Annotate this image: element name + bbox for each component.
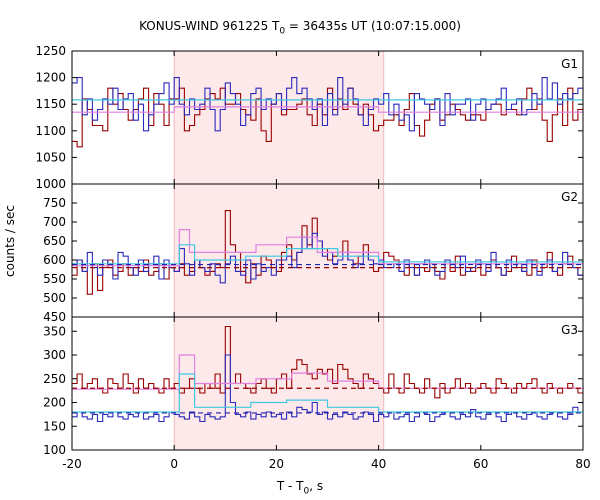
x-tick-label: 80	[575, 457, 590, 471]
g3-cyan-fit	[72, 373, 583, 413]
y-tick-label: 450	[43, 310, 66, 324]
y-tick-label: 1200	[35, 71, 66, 85]
series-layer	[72, 77, 583, 423]
x-tick-label: 0	[170, 457, 178, 471]
axes-frame	[71, 50, 584, 451]
y-tick-label: 750	[43, 196, 66, 210]
y-tick-label: 1150	[35, 97, 66, 111]
y-tick-label: 300	[43, 348, 66, 362]
panel-label: G3	[561, 323, 578, 337]
g1-pink-fit	[72, 106, 583, 113]
y-tick-label: 1050	[35, 150, 66, 164]
x-tick-label: 20	[269, 457, 284, 471]
x-tick-label: -20	[62, 457, 82, 471]
g3-blue-histogram	[72, 354, 583, 423]
x-tick-label: 40	[371, 457, 386, 471]
y-tick-label: 350	[43, 324, 66, 338]
panel-g2	[72, 210, 583, 295]
burst-interval-shading	[173, 51, 385, 450]
y-tick-label: 150	[43, 419, 66, 433]
y-tick-label: 1250	[35, 44, 66, 58]
y-tick-label: 200	[43, 396, 66, 410]
y-tick-label: 550	[43, 272, 66, 286]
y-tick-label: 100	[43, 443, 66, 457]
x-tick-label: 60	[473, 457, 488, 471]
panel-g1	[72, 77, 583, 148]
g1-blue-histogram	[72, 77, 583, 132]
g2-cyan-fit	[72, 244, 583, 265]
highlight-interval	[174, 51, 384, 450]
y-tick-label: 650	[43, 234, 66, 248]
y-tick-label: 1000	[35, 177, 66, 191]
y-tick-label: 1100	[35, 124, 66, 138]
tick-labels: 100010501100115012001250G145050055060065…	[35, 44, 590, 471]
y-axis-label: counts / sec	[3, 204, 17, 277]
panel-label: G1	[561, 57, 578, 71]
y-tick-label: 500	[43, 291, 66, 305]
panel-label: G2	[561, 190, 578, 204]
y-tick-label: 700	[43, 215, 66, 229]
y-tick-label: 250	[43, 372, 66, 386]
y-tick-label: 600	[43, 253, 66, 267]
panel-g3	[72, 325, 583, 423]
x-axis-label: T - T0, s	[276, 479, 324, 497]
panel-frame-g3	[71, 316, 584, 451]
chart-title: KONUS-WIND 961225 T0 = 36435s UT (10:07:…	[139, 19, 461, 37]
